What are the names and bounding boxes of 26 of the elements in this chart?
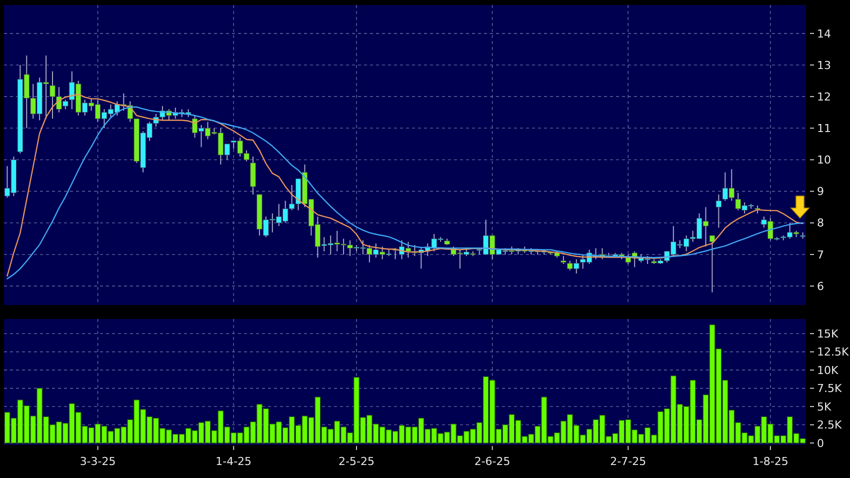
x-tick-label: 2-6-25 xyxy=(474,455,510,468)
y-tick-label: 13 xyxy=(817,58,831,72)
x-tick-label: 1-4-25 xyxy=(216,455,252,468)
y-tick-label: 7.5K xyxy=(817,382,842,396)
y-tick-label: 8 xyxy=(817,216,824,230)
y-tick-label: 9 xyxy=(817,185,824,198)
y-tick-label: 5K xyxy=(817,400,832,414)
candlestick xyxy=(250,156,256,195)
y-tick-label: 15K xyxy=(817,327,839,340)
y-tick-label: 0 xyxy=(817,436,824,450)
y-tick-label: 10K xyxy=(817,364,839,377)
x-tick-label: 2-5-25 xyxy=(338,455,374,468)
y-tick-label: 11 xyxy=(817,122,831,136)
y-tick-label: 12.5K xyxy=(817,346,850,359)
x-tick-label: 3-3-25 xyxy=(80,455,116,468)
candlestick xyxy=(709,235,716,293)
y-tick-label: 7 xyxy=(817,248,824,262)
y-tick-label: 12 xyxy=(817,90,831,104)
y-tick-label: 2.5K xyxy=(817,418,842,432)
y-tick-label: 14 xyxy=(817,27,831,40)
y-tick-label: 6 xyxy=(817,280,824,293)
x-tick-label: 2-7-25 xyxy=(610,455,646,468)
x-tick-label: 1-8-25 xyxy=(752,455,788,468)
y-tick-label: 10 xyxy=(817,154,831,167)
candlestick xyxy=(625,254,631,264)
candlestick xyxy=(716,194,722,228)
